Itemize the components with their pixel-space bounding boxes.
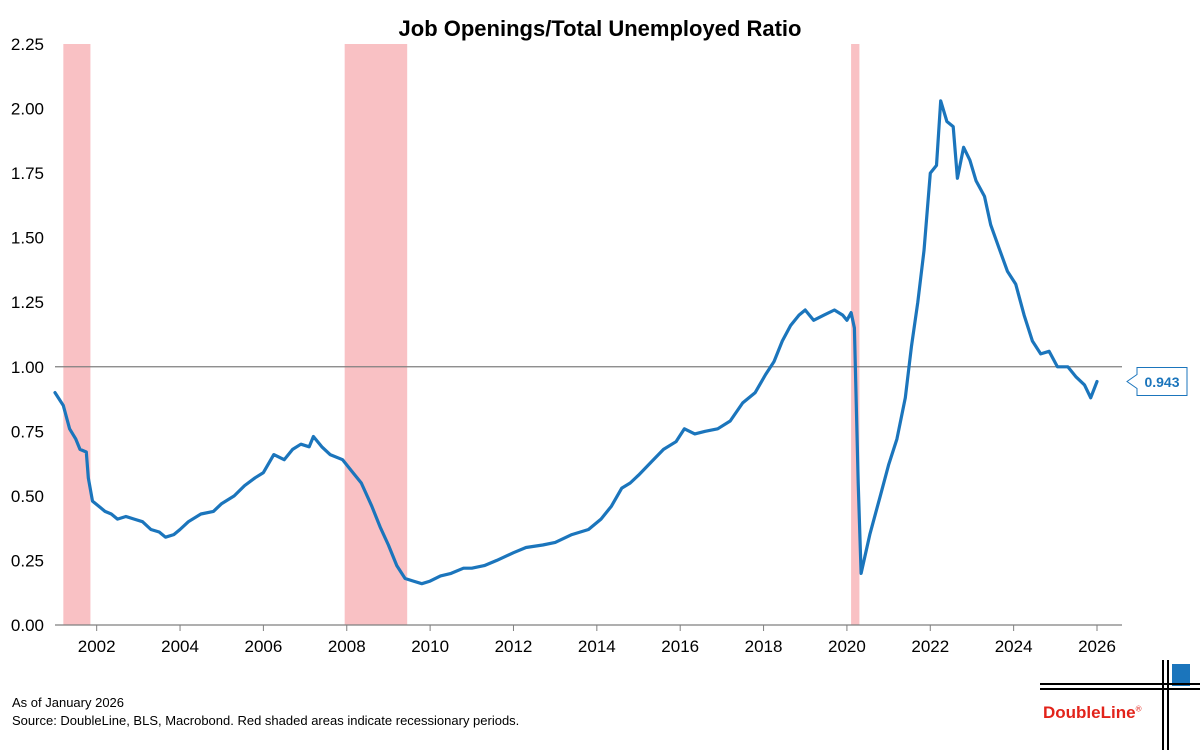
registered-mark: ® [1135, 704, 1142, 714]
chart-title: Job Openings/Total Unemployed Ratio [399, 16, 802, 41]
x-tick-label: 2006 [244, 637, 282, 656]
x-tick-label: 2012 [495, 637, 533, 656]
brand-name: DoubleLine® [1043, 703, 1141, 723]
series-line [53, 99, 1099, 586]
y-tick-label: 1.50 [11, 229, 44, 248]
x-tick-label: 2016 [661, 637, 699, 656]
x-tick-label: 2026 [1078, 637, 1116, 656]
as-of-note: As of January 2026 [12, 695, 125, 710]
y-tick-label: 1.25 [11, 293, 44, 312]
y-tick-label: 1.75 [11, 164, 44, 183]
brand-text: DoubleLine [1043, 703, 1136, 722]
last-value-label: 0.943 [1144, 374, 1179, 390]
x-tick-label: 2024 [995, 637, 1033, 656]
recession-band [63, 44, 91, 625]
y-tick-label: 1.00 [11, 358, 44, 377]
doubleline-logo-icon [1040, 660, 1200, 750]
y-tick-label: 0.25 [11, 551, 44, 570]
y-tick-label: 2.25 [11, 35, 44, 54]
y-tick-label: 0.50 [11, 487, 44, 506]
x-tick-label: 2008 [328, 637, 366, 656]
x-tick-label: 2004 [161, 637, 199, 656]
x-tick-label: 2022 [911, 637, 949, 656]
x-tick-label: 2002 [78, 637, 116, 656]
job-openings-chart: Job Openings/Total Unemployed Ratio 0.00… [11, 16, 1188, 656]
y-tick-label: 0.00 [11, 616, 44, 635]
last-value-callout [1126, 366, 1188, 396]
y-tick-label: 0.75 [11, 422, 44, 441]
source-note: Source: DoubleLine, BLS, Macrobond. Red … [12, 713, 520, 728]
x-tick-label: 2018 [745, 637, 783, 656]
recession-band [344, 44, 408, 625]
y-tick-label: 2.00 [11, 100, 44, 119]
x-tick-label: 2010 [411, 637, 449, 656]
x-tick-label: 2020 [828, 637, 866, 656]
x-tick-label: 2014 [578, 637, 616, 656]
